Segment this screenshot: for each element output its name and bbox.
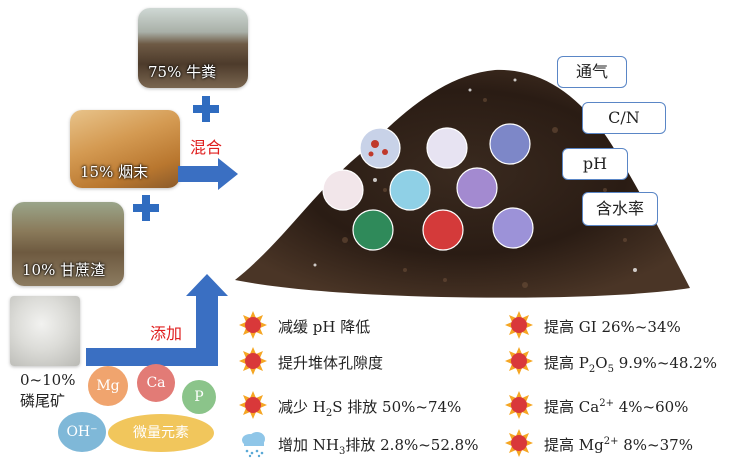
aeration-tag: 通气 [557,56,627,88]
sun-burst-icon [505,311,533,339]
sun-burst-icon [239,347,267,375]
cn-tag: C/N [582,102,666,134]
bagasse-label: 10% 甘蔗渣 [22,261,106,279]
moisture-tag: 含水率 [582,192,658,226]
manure-photo: 75% 牛粪 [138,8,248,88]
plus-icon [193,96,219,122]
effect-p2o5-sub1: 2 [588,364,596,375]
manure-label: 75% 牛粪 [148,63,217,81]
tailings-photo [10,296,80,366]
effect-mg-pre: 提高 Mg [544,436,604,454]
mix-arrow [178,158,238,190]
trace-bubble: 微量元素 [108,414,214,452]
effect-mg-sup: 2+ [603,436,619,447]
rain-cloud-icon [242,432,265,458]
effect-nh3-post: 排放 2.8%~52.8% [345,436,479,454]
mg-bubble: Mg [88,366,128,406]
add-arrow [86,274,228,366]
tailings-percent: 0~10% [20,371,76,389]
effect-h2s-sub: 2 [325,408,333,419]
effect-p2o5-post: 9.9%~48.2% [613,354,718,372]
ca-label: Ca [146,375,166,391]
effect-ca-pre: 提高 Ca [544,398,600,416]
effect-porosity-text: 提升堆体孔隙度 [278,354,384,372]
ca-bubble: Ca [137,364,175,402]
effect-nh3-sub: 3 [338,446,346,457]
effect-p2o5-mid: O [595,354,608,372]
effect-nh3-pre: 增加 NH [278,436,339,454]
oh-label: OH⁻ [66,424,98,440]
plus-icon [133,195,159,221]
ph-tag: pH [562,148,628,180]
effect-gi-text: 提高 GI 26%~34% [544,318,681,336]
trace-label: 微量元素 [133,425,189,441]
sun-burst-icon [239,391,267,419]
compost-pile-image [235,69,690,298]
tailings-name: 磷尾矿 [20,392,66,410]
effect-p2o5-sub2: 5 [607,364,614,375]
tobacco-label: 15% 烟末 [80,163,149,181]
sun-burst-icon [505,347,533,375]
tobacco-photo: 15% 烟末 [70,110,180,188]
mg-label: Mg [96,378,120,394]
add-label: 添加 [150,324,183,343]
effect-mg-post: 8%~37% [618,436,693,454]
effect-h2s-pre: 减少 H [278,398,326,416]
effect-ph-text: 减缓 pH 降低 [278,318,371,336]
mix-label: 混合 [190,138,223,157]
sun-burst-icon [239,311,267,339]
p-label: P [194,389,204,405]
effect-ca-sup: 2+ [599,398,614,409]
oh-bubble: OH⁻ [58,412,106,452]
bagasse-photo: 10% 甘蔗渣 [12,202,124,286]
effect-p2o5-pre: 提高 P [544,354,589,372]
p-bubble: P [182,380,216,414]
sun-burst-icon [505,429,533,457]
effect-ca-post: 4%~60% [613,398,689,416]
effect-h2s-post: S 排放 50%~74% [332,398,462,416]
sun-burst-icon [505,391,533,419]
